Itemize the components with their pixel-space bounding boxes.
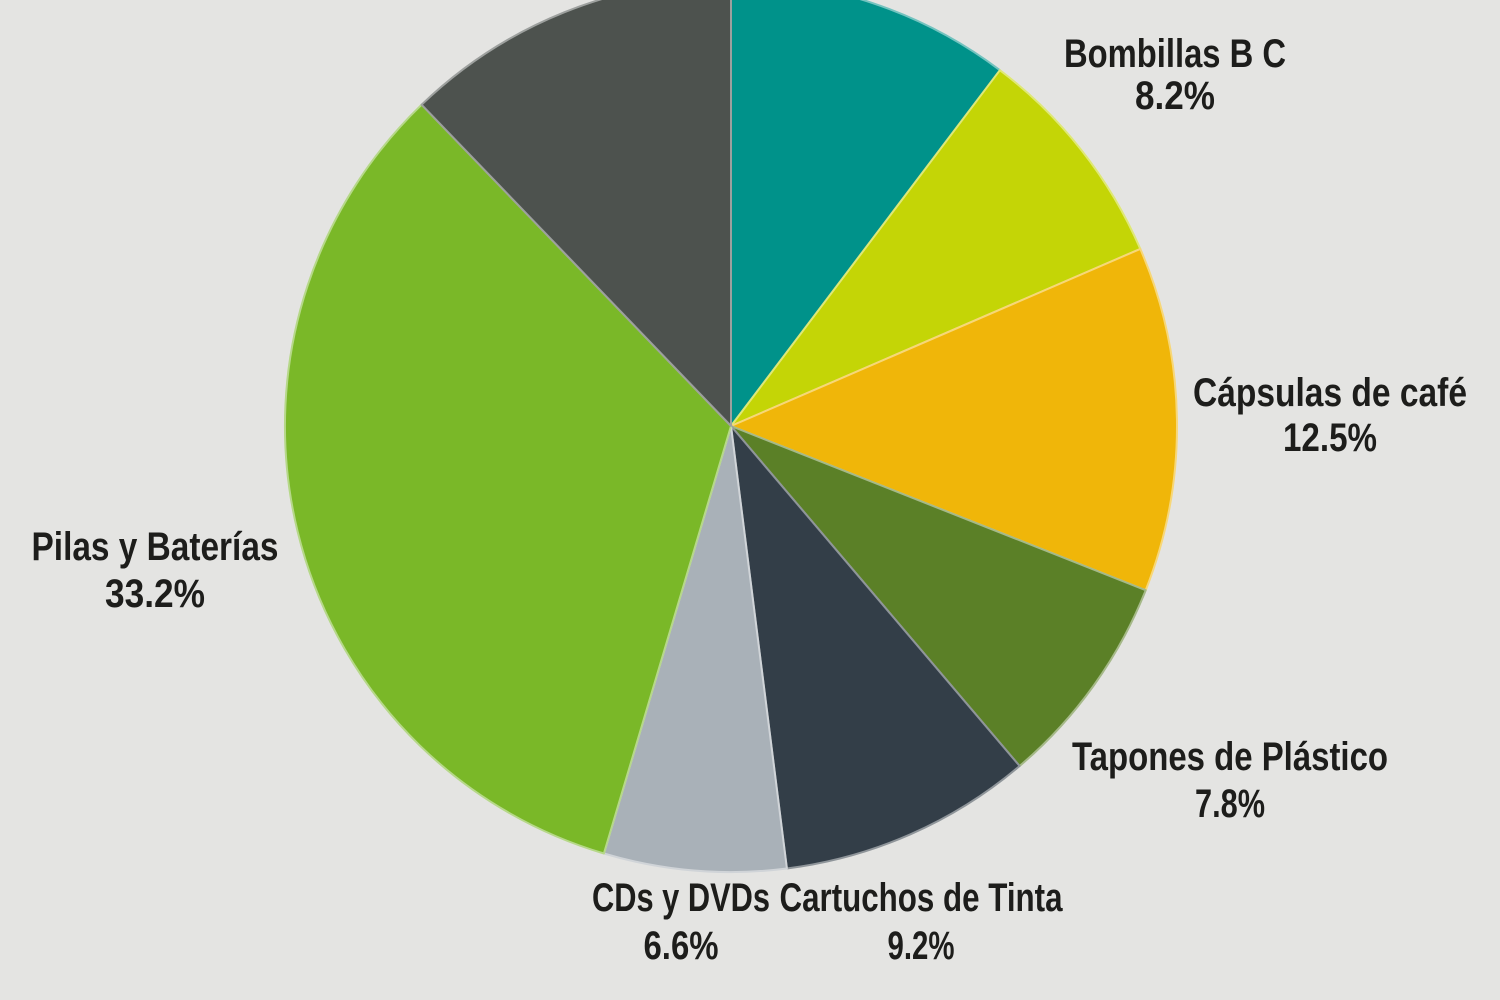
- pie-slice-unlabeled-7[interactable]: [420, 0, 732, 427]
- pie-slice-cds-y-dvds[interactable]: [602, 425, 788, 873]
- slice-label-pct-bombillas-b-c: 8.2%: [1135, 74, 1215, 118]
- pie-slice-tapones-de-plastico[interactable]: [730, 425, 1147, 767]
- pie-slice-bombillas-b-c[interactable]: [730, 69, 1142, 427]
- slice-label-name-pilas-y-baterias: Pilas y Baterías: [32, 525, 279, 569]
- slice-label-name-cartuchos-de-tinta: Cartuchos de Tinta: [780, 876, 1064, 920]
- slice-label-pct-cartuchos-de-tinta: 9.2%: [888, 924, 955, 968]
- slice-label-name-bombillas-b-c: Bombillas B C: [1064, 32, 1286, 76]
- slice-label-pct-capsulas-de-cafe: 12.5%: [1283, 416, 1377, 460]
- pie-slice-cartuchos-de-tinta[interactable]: [730, 425, 1021, 870]
- pie-slice-capsulas-de-cafe[interactable]: [730, 247, 1178, 592]
- slice-label-pct-cds-y-dvds: 6.6%: [644, 924, 719, 968]
- slice-label-name-cds-y-dvds: CDs y DVDs: [592, 876, 770, 920]
- pie-slice-pilas-y-baterias[interactable]: [284, 103, 732, 855]
- pie-slice-unlabeled-0[interactable]: [730, 0, 1001, 427]
- slice-label-pct-pilas-y-baterias: 33.2%: [105, 572, 205, 616]
- slice-label-name-capsulas-de-cafe: Cápsulas de café: [1193, 371, 1467, 415]
- slice-label-pct-tapones-de-plastico: 7.8%: [1195, 782, 1265, 826]
- slice-label-name-tapones-de-plastico: Tapones de Plástico: [1072, 735, 1388, 779]
